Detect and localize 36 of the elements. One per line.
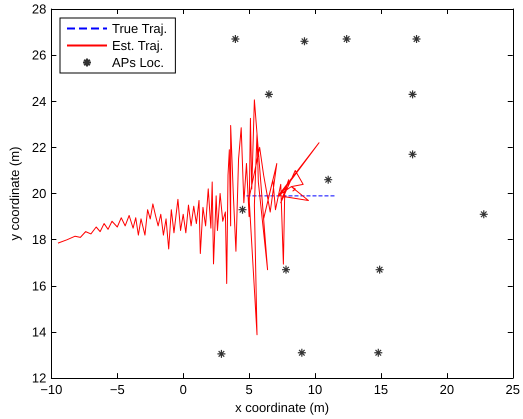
point (408, 150, 418, 159)
y-tick-label: 22 (32, 140, 46, 155)
x-tick-label: −5 (110, 382, 125, 398)
x-tick-label: 15 (374, 382, 388, 398)
y-tick-label: 26 (32, 48, 46, 63)
y-tick-label: 20 (32, 186, 46, 202)
point (264, 90, 274, 99)
point (216, 349, 226, 358)
line-series (57, 99, 320, 336)
legend-label: True Traj. (112, 21, 168, 36)
x-tick-label: 20 (440, 382, 454, 398)
point (238, 205, 248, 214)
point (479, 210, 488, 219)
x-tick-label: 0 (180, 382, 187, 398)
y-tick-label: 18 (32, 232, 46, 248)
y-tick-label: 28 (32, 2, 46, 16)
legend-label: Est. Traj. (112, 38, 164, 53)
legend-label: APs Loc. (112, 55, 164, 70)
y-tick-label: 16 (32, 278, 46, 294)
point (408, 90, 418, 99)
point (412, 34, 422, 44)
point (374, 348, 383, 358)
point (324, 175, 333, 184)
point (342, 34, 352, 44)
x-axis-title: x coordinate (m) (235, 400, 330, 415)
point (297, 348, 306, 358)
x-tick-label: 25 (506, 382, 520, 398)
point (230, 34, 240, 44)
y-axis-title: y coordinate (m) (7, 146, 22, 241)
point (300, 36, 310, 46)
y-tick-label: 24 (32, 94, 46, 109)
y-tick-label: 14 (32, 324, 46, 340)
point (375, 265, 384, 274)
x-tick-label: 5 (245, 382, 253, 398)
x-tick-label: 10 (308, 382, 322, 398)
point (281, 265, 291, 274)
